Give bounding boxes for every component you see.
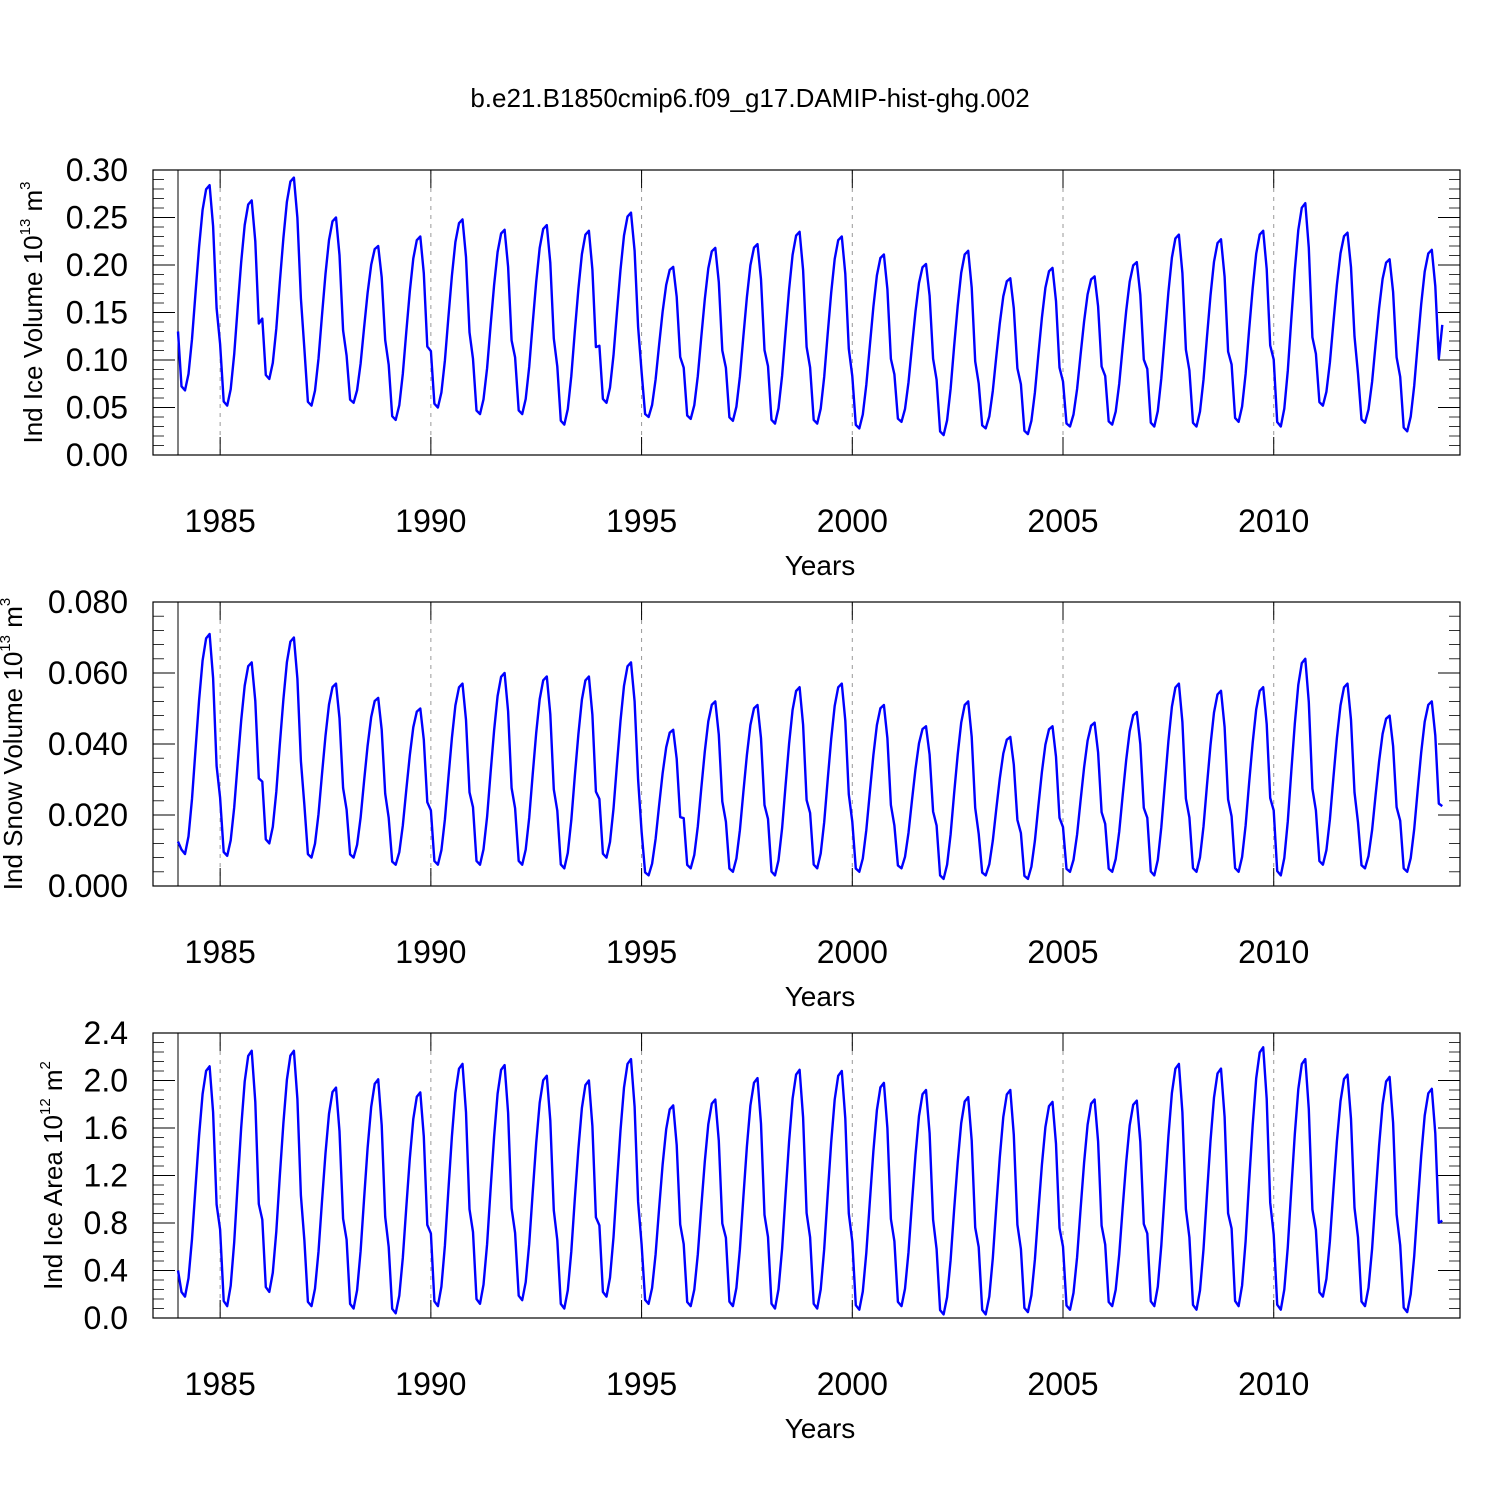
y-axis-label: Ind Ice Area 1012 m2 bbox=[37, 1061, 68, 1290]
y-axis-label-main: Ind Ice Volume 10 bbox=[18, 235, 48, 443]
y-axis-label-main: Ind Ice Area 10 bbox=[38, 1115, 68, 1290]
xtick-label: 1995 bbox=[606, 1366, 677, 1402]
ytick-label: 2.0 bbox=[84, 1063, 128, 1099]
panel-1: 0.00 0.05 0.10 0.15 0.20 0.25 0.30 1985 1990 1995… bbox=[17, 152, 1461, 581]
xtick-label: 1985 bbox=[185, 1366, 256, 1402]
xtick-label: 1990 bbox=[395, 503, 466, 539]
ytick-label: 2.4 bbox=[84, 1015, 128, 1051]
y-axis-label-main: Ind Snow Volume 10 bbox=[0, 652, 28, 891]
series-line bbox=[176, 1046, 1443, 1316]
y-axis-label-unit-exp: 2 bbox=[37, 1061, 54, 1069]
xtick-label: 2005 bbox=[1027, 503, 1098, 539]
ytick-label: 0.25 bbox=[66, 200, 128, 236]
ytick-label: 0.8 bbox=[84, 1205, 128, 1241]
xtick-label: 2005 bbox=[1027, 1366, 1098, 1402]
xtick-label: 2010 bbox=[1238, 934, 1309, 970]
y-axis-label-unit-exp: 3 bbox=[17, 181, 34, 189]
xtick-label: 1985 bbox=[185, 503, 256, 539]
ytick-label: 1.6 bbox=[84, 1110, 128, 1146]
y-axis-label: Ind Ice Volume 1013 m3 bbox=[17, 181, 48, 443]
panel-2: 0.000 0.020 0.040 0.060 0.080 1985 1990 1995 200… bbox=[0, 584, 1461, 1012]
ytick-label: 0.080 bbox=[48, 584, 128, 620]
ytick-label: 0.30 bbox=[66, 152, 128, 188]
y-axis-label-exp: 13 bbox=[17, 219, 34, 236]
ytick-label: 0.10 bbox=[66, 342, 128, 378]
xtick-label: 2005 bbox=[1027, 934, 1098, 970]
ytick-label: 0.4 bbox=[84, 1253, 128, 1289]
series-line bbox=[176, 632, 1443, 881]
y-axis-label-exp: 13 bbox=[0, 635, 14, 652]
y-axis-label-unit: m bbox=[0, 606, 28, 635]
xtick-label: 2010 bbox=[1238, 1366, 1309, 1402]
y-axis-label-unit: m bbox=[38, 1069, 68, 1098]
ytick-label: 0.00 bbox=[66, 437, 128, 473]
plot-frame bbox=[152, 169, 1461, 456]
xtick-label: 1995 bbox=[606, 503, 677, 539]
y-axis-label: Ind Snow Volume 1013 m3 bbox=[0, 598, 28, 890]
y-axis-label-unit: m bbox=[18, 190, 48, 219]
ytick-label: 0.060 bbox=[48, 655, 128, 691]
xtick-label: 1995 bbox=[606, 934, 677, 970]
ytick-label: 0.05 bbox=[66, 390, 128, 426]
xtick-label: 1990 bbox=[395, 1366, 466, 1402]
ytick-label: 0.020 bbox=[48, 797, 128, 833]
ytick-label: 0.000 bbox=[48, 868, 128, 904]
xtick-label: 1985 bbox=[185, 934, 256, 970]
chart-title: b.e21.B1850cmip6.f09_g17.DAMIP-hist-ghg.… bbox=[470, 83, 1029, 113]
xtick-label: 2000 bbox=[817, 503, 888, 539]
ytick-label: 0.20 bbox=[66, 247, 128, 283]
xtick-label: 2000 bbox=[817, 934, 888, 970]
panels: 0.00 0.05 0.10 0.15 0.20 0.25 0.30 1985 1990 1995… bbox=[0, 152, 1461, 1444]
ytick-label: 1.2 bbox=[84, 1158, 128, 1194]
xtick-label: 2010 bbox=[1238, 503, 1309, 539]
ytick-label: 0.040 bbox=[48, 726, 128, 762]
ytick-label: 0.15 bbox=[66, 295, 128, 331]
y-axis-label-unit-exp: 3 bbox=[0, 598, 14, 606]
x-axis-label: Years bbox=[785, 1413, 856, 1444]
y-axis-label-exp: 12 bbox=[37, 1098, 54, 1115]
ytick-label: 0.0 bbox=[84, 1300, 128, 1336]
xtick-label: 2000 bbox=[817, 1366, 888, 1402]
x-axis-label: Years bbox=[785, 981, 856, 1012]
series-line bbox=[176, 176, 1444, 437]
panel-3: 0.0 0.4 0.8 1.2 1.6 2.0 2.4 1985 1990 1995 2000 200… bbox=[37, 1015, 1461, 1444]
xtick-label: 1990 bbox=[395, 934, 466, 970]
x-axis-label: Years bbox=[785, 550, 856, 581]
